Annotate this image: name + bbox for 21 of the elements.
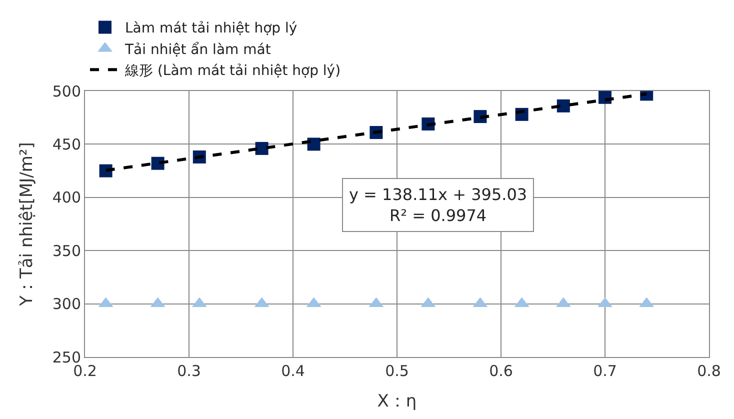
y-tick-label: 450 bbox=[52, 135, 81, 154]
x-tick-label: 0.8 bbox=[697, 362, 721, 380]
x-tick-label: 0.5 bbox=[385, 362, 409, 380]
point bbox=[151, 156, 164, 170]
y-axis-title: Y：Tải nhiệt[MJ/m²] bbox=[16, 142, 37, 307]
y-tick-label: 500 bbox=[52, 82, 81, 100]
y-tick-label: 300 bbox=[52, 295, 81, 314]
x-tick-label: 0.4 bbox=[281, 362, 305, 380]
x-tick-label: 0.6 bbox=[489, 362, 513, 380]
legend-label: 線形 (Làm mát tải nhiệt hợp lý) bbox=[124, 63, 341, 80]
point bbox=[255, 142, 268, 155]
x-axis-title: X：η bbox=[377, 391, 417, 412]
legend-label: Làm mát tải nhiệt hợp lý bbox=[125, 20, 298, 37]
y-tick-label: 350 bbox=[52, 242, 81, 260]
x-tick-label: 0.3 bbox=[177, 362, 201, 380]
annotation: y = 138.11x + 395.03 R² = 0.9974 bbox=[349, 185, 528, 225]
legend-label: Tải nhiệt ẩn làm mát bbox=[124, 40, 272, 58]
point bbox=[307, 138, 320, 151]
y-tick-label: 400 bbox=[52, 188, 81, 207]
x-tick-label: 0.7 bbox=[593, 362, 617, 380]
point bbox=[556, 99, 570, 112]
